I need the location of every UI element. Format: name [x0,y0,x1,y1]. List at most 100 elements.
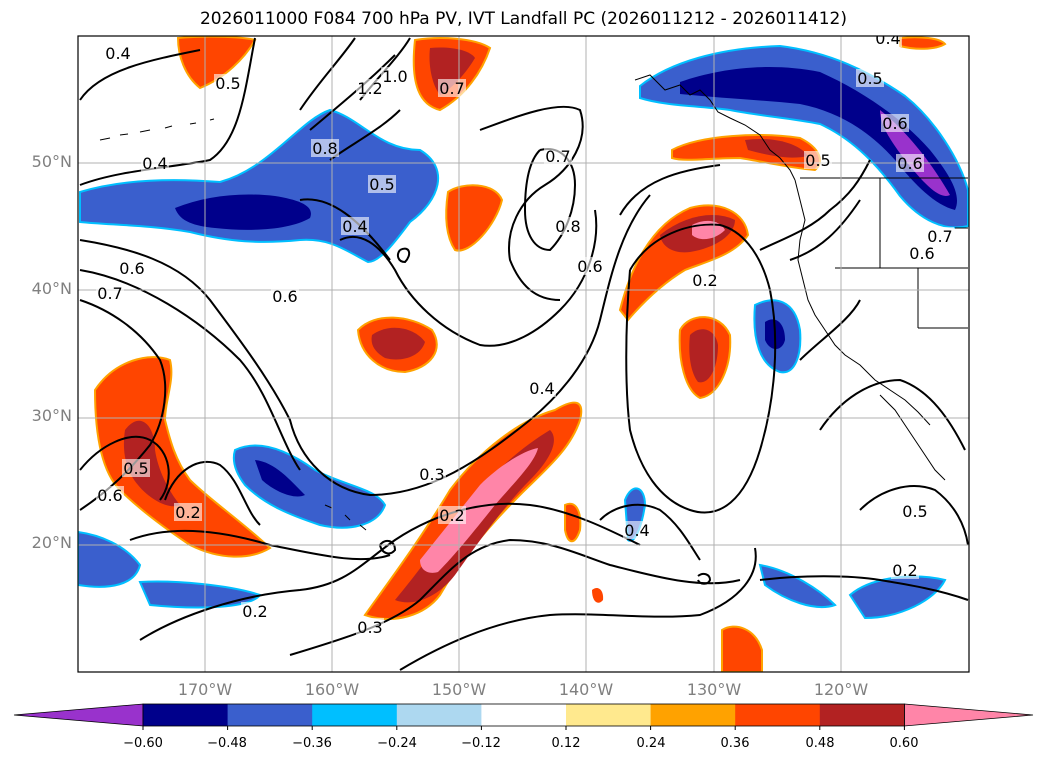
contour-label-bg [122,459,150,477]
colorbar-bin [227,704,313,726]
contour-label: 0.4 [529,379,554,398]
neg-core-subtropical [255,460,305,497]
pos-core-center [371,327,425,360]
pos-core-west-subtropical [123,420,180,507]
colorbar-label-10: 0.60 [889,736,919,751]
contour-label: 0.5 [123,459,148,478]
contour-label: 0.4 [624,521,649,540]
contour-label-bg [341,217,369,235]
contour-label-bg [874,36,902,47]
coast-west [794,179,931,426]
lon-tick-130w: 130°W [686,680,742,699]
contour-label: 0.5 [805,151,830,170]
contour-label: 0.4 [875,29,900,48]
contour-label-bg [804,151,832,169]
contour-label-bg [438,79,466,97]
islands-aleutian [99,118,215,141]
contour-label: 1.0 [382,67,407,86]
contour-label-bg [438,506,466,524]
contour-label: 0.3 [419,465,444,484]
colorbar-bin [396,704,482,726]
pos-pink-diagonal [420,448,538,573]
contour-label: 0.7 [97,284,122,303]
contour-label: 0.4 [105,44,130,63]
colorbar-extend-high [904,703,1034,727]
contour-label-bg [881,114,909,132]
lat-tick-40n: 40°N [31,279,72,298]
colorbar-bin [143,704,229,726]
lon-tick-170w: 170°W [177,680,233,699]
contour-label: 0.4 [142,154,167,173]
contour-label-bg [544,147,572,165]
contour-label-bg [528,379,556,397]
colorbar-label-5: −0.12 [461,736,501,751]
contour-label-bg [381,67,409,85]
lat-tick-20n: 20°N [31,533,72,552]
coast-baja [879,394,946,481]
contour-label: 0.2 [242,602,267,621]
lon-tick-140w: 140°W [558,680,614,699]
colorbar-extend-low [13,703,144,727]
contour-label-bg [554,217,582,235]
contour-label-bg [271,287,299,305]
contour-label: 0.5 [857,69,882,88]
colorbar-label-8: 0.36 [720,736,750,751]
contour-label: 0.6 [119,259,144,278]
contour-label-bg [104,44,132,62]
pos-patch-mid-small [445,184,504,252]
contour-label: 0.6 [882,114,907,133]
contour-labels: 0.40.5 1.21.00.70.80.40.50.40.70.80.60.60… [96,29,954,637]
contour-label-bg [96,284,124,302]
neg-patch-southeast [758,563,837,609]
contour-label: 0.2 [439,506,464,525]
colorbar-label-4: −0.24 [377,736,417,751]
colorbar-bin [312,704,398,726]
pos-patch-bottom [721,625,763,672]
neg-core-north-pacific [175,194,311,230]
colorbar-bin [481,704,567,726]
pos-patch-north-1 [176,36,257,90]
lat-tick-30n: 30°N [31,406,72,425]
colorbar-bin [819,704,905,726]
contour-label: 0.5 [369,175,394,194]
map-title: 2026011000 F084 700 hPa PV, IVT Landfall… [199,9,847,29]
contour-label-bg [901,502,929,520]
colorbar-label-1: −0.60 [123,736,163,751]
neg-patch-subtropical [232,444,387,529]
contour-label-bg [926,227,954,245]
contour-label: 0.7 [927,227,952,246]
pos-core-coastal-north [745,138,808,158]
colorbar-label-6: 0.12 [551,736,581,751]
contour-label-bg [96,486,124,504]
contour-label-bg [214,74,242,92]
pos-patch-ne-corner [899,36,947,50]
contour-label: 0.6 [909,244,934,263]
contour-label: 0.2 [892,561,917,580]
colorbar-bin [735,704,821,726]
colorbar-label-3: −0.36 [292,736,332,751]
contour-label: 0.5 [902,502,927,521]
contour-label: 0.6 [577,257,602,276]
contour-label-bg [241,602,269,620]
contour-label: 0.4 [342,217,367,236]
contour-label: 0.7 [545,147,570,166]
colorbar-bin [566,704,652,726]
pos-patch-small-south [564,502,582,543]
contour-label: 0.6 [897,154,922,173]
contour-label-bg [908,244,936,262]
colorbar-bin [650,704,736,726]
map-frame [77,35,970,673]
contour-label-bg [356,79,384,97]
lon-tick-150w: 150°W [431,680,487,699]
contour-label-bg [576,257,604,275]
contour-label-bg [418,465,446,483]
contour-label-bg [118,259,146,277]
pos-patch-tiny [592,588,604,603]
contour-label: 0.6 [97,486,122,505]
contour-label-bg [896,154,924,172]
contour-label-bg [856,69,884,87]
contour-label-bg [311,139,339,157]
lon-tick-160w: 160°W [304,680,360,699]
coast-alaska [634,74,796,181]
